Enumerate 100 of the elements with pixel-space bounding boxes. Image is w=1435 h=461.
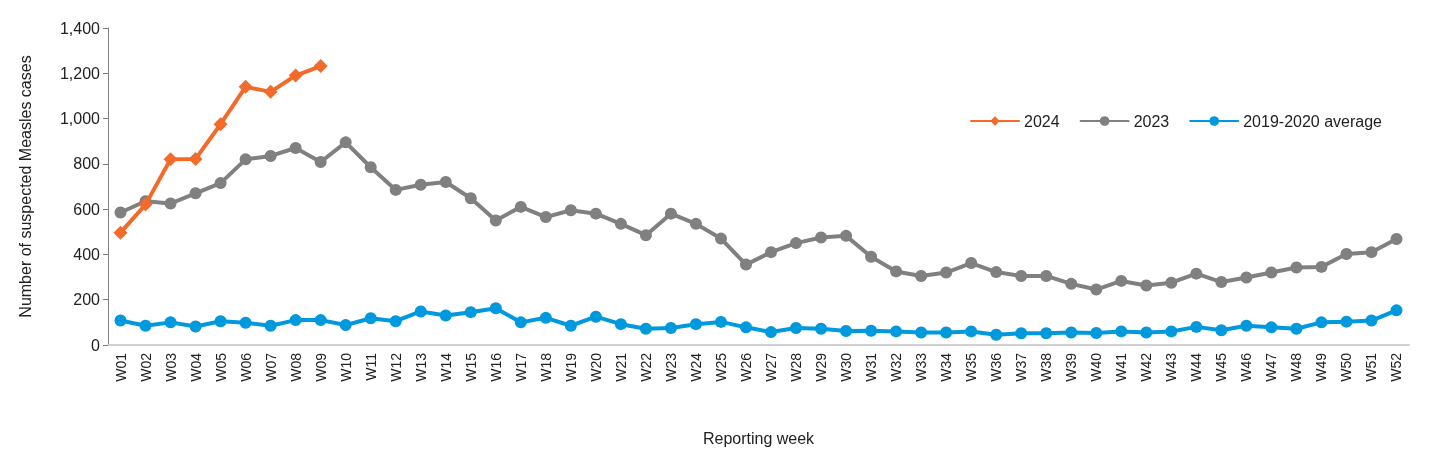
x-tick-label: W04 [187,352,204,382]
point [840,324,853,337]
point [815,231,828,244]
x-tick-label: W28 [788,352,805,382]
y-tick-label: 1,200 [59,64,101,82]
x-axis-title: Reporting week [702,429,816,447]
point [1290,261,1303,274]
point [389,183,402,196]
point [239,316,252,329]
y-tick-label: 1,000 [59,110,101,128]
point [439,175,452,188]
x-tick-label: W24 [687,352,704,382]
point [940,266,953,279]
x-tick-label: W46 [1238,352,1255,382]
x-tick-label: W01 [112,352,129,382]
point [1065,277,1078,290]
point [1040,327,1053,340]
y-tick-label: 600 [73,200,101,218]
x-tick-label: W14 [437,352,454,382]
point [1215,276,1228,289]
point [189,187,202,200]
point [114,314,127,327]
point [840,229,853,242]
point [1190,320,1203,333]
point [1290,322,1303,335]
point [464,306,477,319]
y-tick-label: 200 [73,291,101,309]
x-tick-label: W18 [537,352,554,382]
point [339,319,352,332]
point [539,311,552,324]
point [890,325,903,338]
x-tick-label: W38 [1038,352,1055,382]
x-tick-label: W20 [587,352,604,382]
point [263,84,278,99]
point [1015,269,1028,282]
x-tick-label: W45 [1213,352,1230,382]
point [614,217,627,230]
point [564,204,577,217]
x-tick-label: W49 [1313,352,1330,382]
point [589,207,602,220]
point [1390,233,1403,246]
x-tick-label: W35 [963,352,980,382]
point [313,59,328,74]
point [188,151,203,166]
x-tick-label: W15 [462,352,479,382]
point [189,320,202,333]
x-tick-label: W23 [662,352,679,382]
point [414,305,427,318]
x-tick-label: W05 [212,352,229,382]
point [314,314,327,327]
point [714,315,727,328]
point [164,197,177,210]
point [1315,260,1328,273]
y-tick-label: 400 [73,245,101,263]
point [1365,314,1378,327]
point [163,152,178,167]
point [113,225,128,240]
x-tick-label: W25 [712,352,729,382]
point [114,206,127,219]
point [990,266,1003,279]
point [740,321,752,334]
point [214,177,227,190]
point [865,250,878,263]
point [464,192,477,205]
point [289,314,302,327]
x-tick-label: W30 [838,352,855,382]
point [990,328,1003,341]
x-tick-label: W02 [137,352,154,382]
point [589,310,602,323]
x-tick-label: W10 [337,352,354,382]
x-tick-label: W52 [1388,352,1405,382]
point [765,326,778,339]
point [689,217,702,230]
x-tick-label: W16 [487,352,504,382]
point [439,309,452,322]
x-tick-label: W08 [287,352,304,382]
x-tick-label: W29 [813,352,830,382]
x-tick-label: W03 [162,352,179,382]
point [1315,316,1328,329]
x-tick-label: W36 [988,352,1005,382]
point [164,316,177,329]
x-tick-label: W12 [387,352,404,382]
x-tick-label: W50 [1338,352,1355,382]
point [489,302,502,315]
legend-label: 2024 [1024,112,1060,130]
point [1115,274,1128,287]
point [364,312,377,325]
point [1090,327,1103,339]
x-tick-label: W48 [1288,352,1305,382]
point [214,315,227,328]
point [890,265,903,278]
x-tick-label: W07 [262,352,279,382]
point [765,246,778,259]
point [790,237,803,250]
y-tick-label: 1,400 [59,19,101,37]
point [689,318,702,331]
point [1165,325,1178,338]
x-tick-label: W42 [1138,352,1155,382]
point [1265,321,1278,334]
point [289,142,302,154]
